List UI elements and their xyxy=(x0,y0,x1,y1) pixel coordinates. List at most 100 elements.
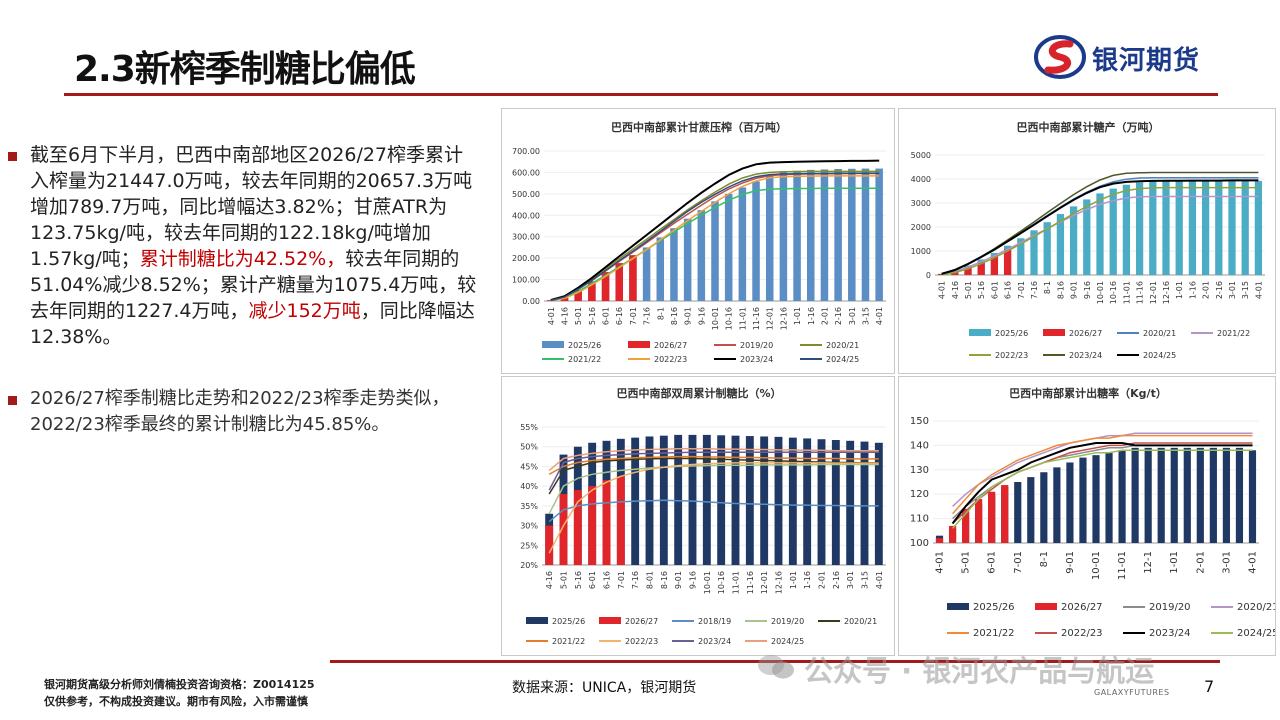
x-tick-label: 4-01 xyxy=(1254,281,1263,299)
brand-name: 银河期货 xyxy=(1092,46,1201,76)
legend-label: 2023/24 xyxy=(698,637,731,646)
bar xyxy=(616,476,625,565)
y-tick-label: 55% xyxy=(520,423,538,432)
legend-swatch xyxy=(1043,329,1065,336)
chart-title: 巴西中南部双周累计制糖比（%） xyxy=(616,386,781,400)
brand-logo: 银河期货 xyxy=(1034,34,1224,80)
bar xyxy=(1083,199,1091,275)
y-tick-label: 4000 xyxy=(911,175,931,184)
galaxy-logo-icon xyxy=(1034,35,1086,79)
bullet-text: ，同比降幅达12.38%。 xyxy=(30,300,475,348)
x-tick-label: 12-16 xyxy=(779,307,788,330)
chart-panel-crush: 巴西中南部累计甘蔗压榨（百万吨） 0.00 100.00 200.00 300.00 40… xyxy=(501,108,895,374)
y-tick-label: 110 xyxy=(910,514,929,525)
x-tick-label: 3-15 xyxy=(861,571,870,589)
legend-label: 2020/21 xyxy=(1143,329,1176,338)
bar xyxy=(1228,180,1236,275)
x-tick-label: 11-01 xyxy=(732,571,741,594)
x-tick-label: 1-16 xyxy=(807,307,816,325)
bar xyxy=(629,255,637,301)
bar xyxy=(964,267,972,275)
data-source: 数据来源：UNICA，银河期货 xyxy=(512,680,697,696)
chart-sugar-output: 巴西中南部累计糖产（万吨） 0 1000 2000 3000 4000 5000 4-01 4-… xyxy=(911,120,1265,360)
bar xyxy=(1222,447,1230,543)
y-tick-label: 120 xyxy=(910,489,929,500)
bar xyxy=(642,247,651,301)
bar xyxy=(788,437,797,565)
bar xyxy=(588,486,597,565)
bar xyxy=(1043,222,1051,275)
x-tick-label: 6-16 xyxy=(615,307,624,325)
legend-label: 2024/25 xyxy=(826,355,859,364)
x-tick-label: 5-01 xyxy=(961,551,972,574)
risk-warning: 仅供参考，不构成投资建议。期市有风险，入市需谨慎 xyxy=(44,695,308,708)
x-tick-label: 1-16 xyxy=(803,571,812,589)
x-tick-label: 4-01 xyxy=(1247,551,1258,574)
x-tick-label: 5-01 xyxy=(574,307,583,325)
x-tick-label: 4-01 xyxy=(938,281,947,299)
analyst-qualification: 银河期货高级分析师刘倩楠投资咨询资格：Z0014125 xyxy=(44,678,315,691)
bar xyxy=(1144,447,1152,543)
series-line xyxy=(550,175,880,302)
x-tick-label: 7-01 xyxy=(1017,281,1026,299)
bar xyxy=(1183,447,1191,543)
y-tick-label: 100.00 xyxy=(512,276,540,285)
y-tick-label: 100 xyxy=(910,538,929,549)
x-tick-label: 12-01 xyxy=(760,571,769,594)
bar xyxy=(670,228,678,301)
x-tick-label: 10-16 xyxy=(717,571,726,594)
chart-atr: 巴西中南部累计出糖率（Kg/t） 100 110 120 130 140 150 4-01 5-… xyxy=(910,386,1275,639)
disclaimer: 银河期货高级分析师刘倩楠投资咨询资格：Z0014125 仅供参考，不构成投资建议… xyxy=(44,676,315,710)
x-tick-label: 2-16 xyxy=(1215,281,1224,299)
bar xyxy=(875,168,883,301)
y-tick-label: 600.00 xyxy=(512,168,540,177)
bar xyxy=(738,187,747,301)
x-tick-label: 2-16 xyxy=(832,571,841,589)
y-tick-label: 0.00 xyxy=(522,297,540,306)
x-tick-label: 10-01 xyxy=(1096,281,1105,304)
bar xyxy=(1122,184,1131,275)
legend-label: 2024/25 xyxy=(771,637,804,646)
y-tick-label: 700.00 xyxy=(512,147,540,156)
bar xyxy=(702,434,711,565)
y-tick-label: 50% xyxy=(520,443,538,452)
bar xyxy=(1196,447,1204,543)
bar xyxy=(860,441,869,565)
y-tick-label: 3000 xyxy=(911,199,931,208)
bar xyxy=(874,442,883,565)
x-tick-label: 9-01 xyxy=(674,571,683,589)
x-tick-label: 6-16 xyxy=(1004,281,1013,299)
x-tick-label: 8-01 xyxy=(646,571,655,589)
bar xyxy=(588,281,596,301)
bar xyxy=(1096,193,1104,275)
bar xyxy=(1149,181,1157,275)
x-tick-label: 12-01 xyxy=(766,307,775,330)
bar xyxy=(1157,447,1165,543)
legend-label: 2024/25 xyxy=(1143,351,1176,360)
legend-label: 2025/26 xyxy=(552,617,585,626)
bar xyxy=(1066,462,1074,543)
x-tick-label: 7-01 xyxy=(629,307,638,325)
bar xyxy=(817,439,826,565)
chart-title: 巴西中南部累计甘蔗压榨（百万吨） xyxy=(611,120,787,134)
x-tick-label: 1-01 xyxy=(793,307,802,325)
x-tick-label: 11-01 xyxy=(1122,281,1131,304)
x-tick-label: 5-16 xyxy=(588,307,597,325)
x-tick-label: 5-16 xyxy=(574,571,583,589)
x-tick-label: 2-01 xyxy=(818,571,827,589)
x-tick-label: 12-16 xyxy=(775,571,784,594)
bar xyxy=(697,210,706,301)
galaxy-futures-mark: GALAXYFUTURES xyxy=(1094,688,1170,697)
bar xyxy=(861,168,870,301)
series-line xyxy=(548,447,879,471)
bar xyxy=(724,193,733,301)
x-tick-label: 6-01 xyxy=(987,551,998,574)
bar xyxy=(1092,455,1100,543)
x-tick-label: 6-01 xyxy=(602,307,611,325)
series-line xyxy=(548,463,879,515)
chart-panel-sugar-output: 巴西中南部累计糖产（万吨） 0 1000 2000 3000 4000 5000 4-01 4-… xyxy=(898,108,1276,374)
series-line xyxy=(951,442,1253,525)
y-tick-label: 25% xyxy=(520,541,538,550)
bar xyxy=(760,436,769,565)
bar xyxy=(935,538,944,543)
